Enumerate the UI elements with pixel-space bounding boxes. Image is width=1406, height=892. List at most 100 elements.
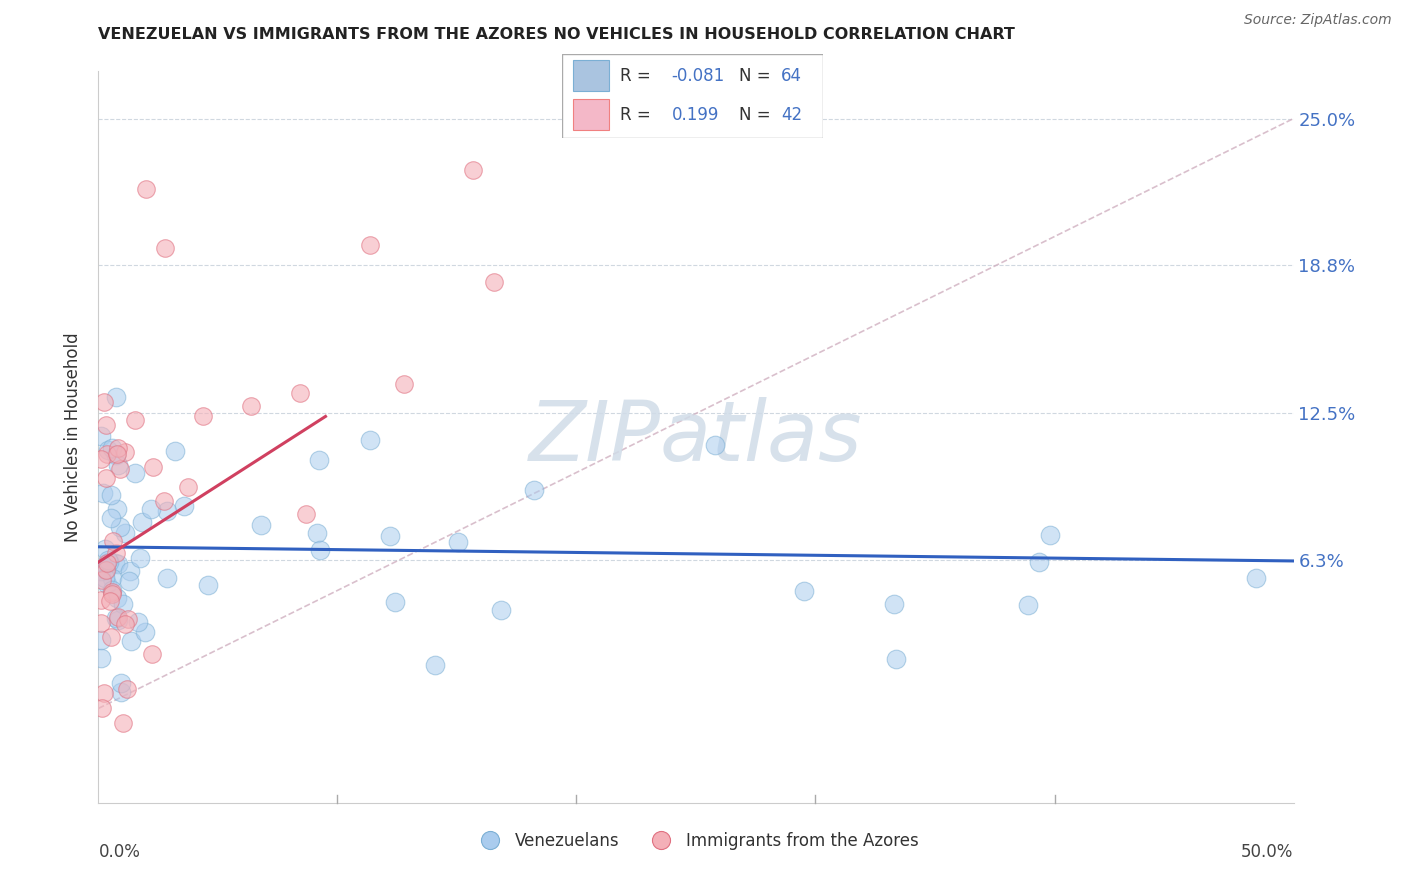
Point bbox=[101, 587, 124, 601]
Point bbox=[91, 486, 114, 500]
Text: 0.0%: 0.0% bbox=[98, 843, 141, 861]
Legend: Venezuelans, Immigrants from the Azores: Venezuelans, Immigrants from the Azores bbox=[467, 825, 925, 856]
Point bbox=[193, 409, 215, 423]
Point bbox=[110, 684, 132, 698]
Text: 42: 42 bbox=[780, 105, 801, 123]
Point bbox=[93, 395, 115, 409]
Point bbox=[101, 571, 124, 585]
Point bbox=[118, 574, 141, 588]
Point bbox=[155, 241, 177, 255]
Point bbox=[1028, 555, 1050, 569]
Point bbox=[139, 502, 162, 516]
Point bbox=[97, 443, 120, 458]
Point bbox=[294, 507, 316, 521]
Point bbox=[482, 275, 505, 289]
Point bbox=[131, 515, 153, 529]
Point bbox=[156, 571, 179, 585]
Point bbox=[117, 612, 139, 626]
Point bbox=[124, 466, 146, 480]
Point bbox=[111, 598, 134, 612]
Point bbox=[115, 681, 138, 696]
Text: R =: R = bbox=[620, 67, 651, 85]
Text: 0.199: 0.199 bbox=[672, 105, 718, 123]
Point bbox=[173, 499, 195, 513]
Point bbox=[308, 542, 330, 557]
Point bbox=[96, 556, 118, 570]
Point bbox=[156, 504, 179, 518]
Point bbox=[288, 385, 311, 400]
Point bbox=[197, 577, 219, 591]
Text: ZIPatlas: ZIPatlas bbox=[529, 397, 863, 477]
Point bbox=[101, 533, 124, 548]
Point bbox=[491, 603, 513, 617]
Point bbox=[114, 617, 136, 632]
Point bbox=[96, 470, 118, 484]
Point bbox=[107, 441, 129, 455]
Point bbox=[447, 535, 470, 549]
Text: N =: N = bbox=[740, 105, 770, 123]
Point bbox=[90, 632, 112, 647]
Point bbox=[463, 162, 485, 177]
Point bbox=[94, 563, 117, 577]
Point bbox=[101, 585, 124, 599]
Point bbox=[165, 444, 187, 458]
Point bbox=[308, 452, 330, 467]
Point bbox=[108, 462, 131, 476]
Point bbox=[793, 583, 815, 598]
Point bbox=[94, 417, 117, 432]
Point bbox=[142, 459, 165, 474]
Point bbox=[90, 452, 112, 467]
Point bbox=[120, 634, 142, 648]
Point bbox=[134, 624, 156, 639]
Point bbox=[90, 429, 112, 443]
Point bbox=[96, 563, 118, 577]
Point bbox=[90, 651, 112, 665]
Y-axis label: No Vehicles in Household: No Vehicles in Household bbox=[65, 332, 83, 542]
Point bbox=[104, 546, 127, 560]
Point bbox=[883, 598, 905, 612]
Point bbox=[100, 488, 122, 502]
Point bbox=[394, 376, 416, 391]
Point bbox=[94, 571, 117, 585]
Point bbox=[98, 555, 121, 569]
Point bbox=[97, 553, 120, 567]
Point bbox=[114, 445, 136, 459]
Point bbox=[110, 675, 132, 690]
Point bbox=[96, 576, 118, 591]
Point bbox=[176, 480, 198, 494]
Point bbox=[1039, 528, 1062, 542]
Point bbox=[96, 447, 118, 461]
Point bbox=[100, 510, 122, 524]
Point bbox=[114, 526, 136, 541]
Point bbox=[93, 686, 115, 700]
Point bbox=[107, 557, 129, 571]
Point bbox=[104, 390, 127, 404]
Text: N =: N = bbox=[740, 67, 770, 85]
Point bbox=[105, 611, 128, 625]
Point bbox=[250, 518, 273, 533]
Point bbox=[107, 613, 129, 627]
Point bbox=[239, 399, 262, 413]
Point bbox=[704, 438, 727, 452]
Point bbox=[105, 447, 128, 461]
Text: R =: R = bbox=[620, 105, 651, 123]
Point bbox=[90, 615, 112, 630]
Point bbox=[378, 528, 401, 542]
Point bbox=[91, 700, 114, 714]
Text: 50.0%: 50.0% bbox=[1241, 843, 1294, 861]
Point bbox=[129, 551, 152, 566]
Point bbox=[305, 525, 328, 540]
Point bbox=[359, 433, 381, 447]
Point bbox=[523, 483, 546, 497]
Point bbox=[423, 658, 446, 673]
Point bbox=[94, 541, 117, 556]
Point bbox=[105, 591, 128, 606]
Text: VENEZUELAN VS IMMIGRANTS FROM THE AZORES NO VEHICLES IN HOUSEHOLD CORRELATION CH: VENEZUELAN VS IMMIGRANTS FROM THE AZORES… bbox=[98, 27, 1015, 42]
Point bbox=[359, 238, 381, 252]
Point bbox=[107, 458, 129, 472]
Point bbox=[104, 557, 127, 571]
Point bbox=[90, 573, 112, 587]
Bar bbox=[572, 99, 609, 130]
Point bbox=[112, 715, 135, 730]
Point bbox=[153, 493, 176, 508]
